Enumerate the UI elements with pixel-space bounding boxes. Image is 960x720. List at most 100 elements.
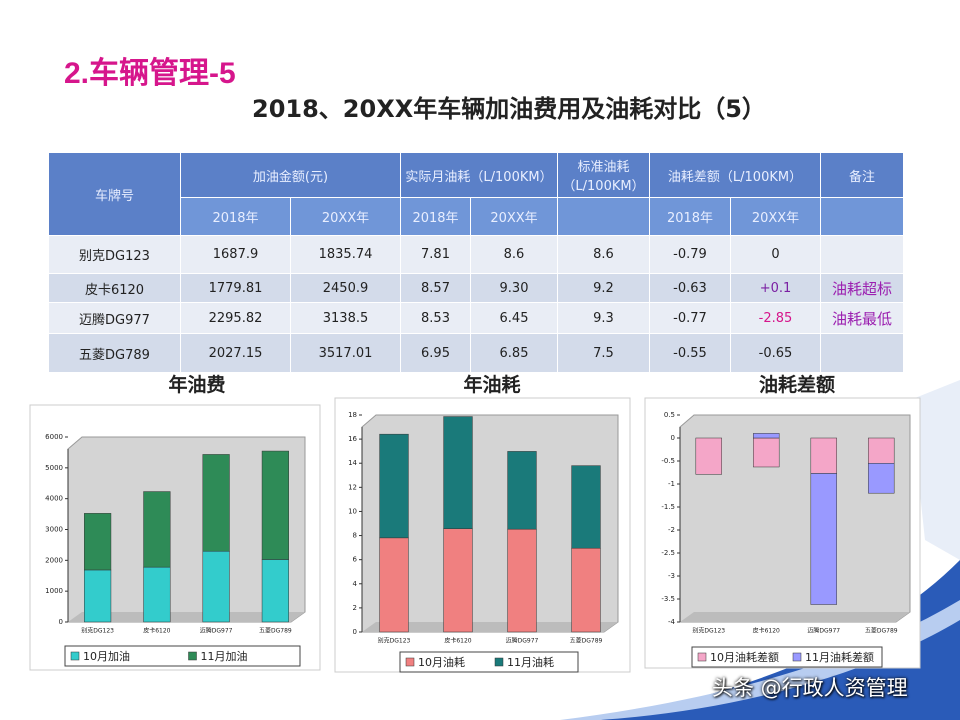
table-cell: 五菱DG789 <box>48 333 181 373</box>
plot-floor <box>362 622 618 632</box>
header-cell: 加油金额(元) <box>180 152 401 198</box>
table-cell: 8.6 <box>470 235 558 274</box>
y-tick-label: 6 <box>353 556 358 564</box>
x-tick-label: 别克DG123 <box>378 637 411 645</box>
table-cell: 8.57 <box>400 273 471 303</box>
y-tick-label: 12 <box>348 483 357 491</box>
table-cell: -0.63 <box>649 273 731 303</box>
bar-segment <box>753 433 780 439</box>
y-tick-label: 0 <box>671 434 675 442</box>
bar-segment <box>443 416 473 529</box>
x-tick-label: 迈腾DG977 <box>807 627 840 635</box>
table-cell: 2027.15 <box>180 333 291 373</box>
header-cell: 车牌号 <box>48 152 181 236</box>
bar-segment <box>443 528 473 633</box>
legend-swatch <box>188 651 197 661</box>
y-tick-label: -1.5 <box>661 503 675 511</box>
bar-segment <box>810 473 837 605</box>
legend-box <box>64 645 301 667</box>
legend-label: 11月油耗 <box>507 655 554 669</box>
y-tick-label: 16 <box>348 435 357 443</box>
bar-segment <box>810 437 837 474</box>
y-tick-label: 5000 <box>45 464 63 472</box>
y-tick-label: 4 <box>353 580 358 588</box>
y-tick-label: 3000 <box>45 526 63 534</box>
table-cell: 3138.5 <box>290 302 401 334</box>
table-cell: 8.53 <box>400 302 471 334</box>
bar-segment <box>379 433 409 539</box>
plot-floor <box>68 612 305 622</box>
y-tick-label: -0.5 <box>661 457 675 465</box>
x-tick-label: 别克DG123 <box>692 627 725 635</box>
legend-label: 10月油耗 <box>418 655 465 669</box>
bar-segment <box>507 451 537 530</box>
table-cell: -0.79 <box>649 235 731 274</box>
legend-swatch <box>792 652 802 662</box>
subheader-cell: 2018年 <box>180 197 291 236</box>
y-tick-label: 18 <box>348 411 357 419</box>
table-cell: 油耗超标 <box>820 273 904 303</box>
table: 车牌号 加油金额(元) 实际月油耗（L/100KM） 标准油耗（L/100KM）… <box>48 152 904 373</box>
x-tick-label: 皮卡6120 <box>753 627 780 635</box>
y-tick-label: -1 <box>668 480 675 488</box>
chart-title: 年油耗 <box>463 373 520 396</box>
watermark: 头条 @行政人资管理 <box>712 676 908 700</box>
slide-title: 2.车辆管理-5 <box>64 57 236 90</box>
bar-segment <box>84 569 112 623</box>
table-cell: 8.6 <box>557 235 650 274</box>
legend-label: 10月油耗差额 <box>710 650 779 664</box>
table-cell: 别克DG123 <box>48 235 181 274</box>
y-tick-label: 0 <box>353 628 357 636</box>
table-cell <box>820 333 904 373</box>
table-row: 迈腾DG977 2295.82 3138.5 8.53 6.45 9.3 -0.77 -2.8… <box>48 302 904 334</box>
y-tick-label: 2 <box>353 604 357 612</box>
table-row: 五菱DG789 2027.15 3517.01 6.95 6.85 7.5 -0.55 -0.… <box>48 333 904 373</box>
header-cell: 备注 <box>820 152 904 198</box>
y-tick-label: 0 <box>59 618 63 626</box>
table-cell: -0.77 <box>649 302 731 334</box>
y-tick-label: 6000 <box>45 433 63 441</box>
x-tick-label: 别克DG123 <box>81 627 114 635</box>
table-cell: 1779.81 <box>180 273 291 303</box>
table-cell: 0 <box>730 235 821 274</box>
table-cell: -0.55 <box>649 333 731 373</box>
bar-segment <box>379 537 409 633</box>
legend-box <box>691 646 883 668</box>
header-cell: 油耗差额（L/100KM） <box>649 152 821 198</box>
x-tick-label: 皮卡6120 <box>444 637 471 645</box>
bar-segment <box>571 465 601 549</box>
y-tick-label: 4000 <box>45 495 63 503</box>
subheader-cell: 2018年 <box>649 197 731 236</box>
y-tick-label: 14 <box>348 459 357 467</box>
y-tick-label: 8 <box>353 532 357 540</box>
table-cell: 6.45 <box>470 302 558 334</box>
x-tick-label: 五菱DG789 <box>259 627 292 635</box>
y-tick-label: -4 <box>668 618 676 626</box>
bar-segment <box>143 491 171 568</box>
legend-swatch <box>405 657 415 667</box>
y-tick-label: -2.5 <box>661 549 675 557</box>
bar-segment <box>571 547 601 633</box>
y-tick-label: -2 <box>668 526 675 534</box>
wave <box>910 380 960 560</box>
table-cell: 3517.01 <box>290 333 401 373</box>
bar-segment <box>695 437 722 475</box>
table-cell: 7.5 <box>557 333 650 373</box>
bar-segment <box>868 463 895 494</box>
bar-segment <box>507 528 537 633</box>
plot-floor <box>680 612 910 622</box>
legend-label: 11月油耗差额 <box>805 650 874 664</box>
bar-segment <box>261 450 289 560</box>
x-tick-label: 迈腾DG977 <box>506 637 539 645</box>
legend-swatch <box>494 657 504 667</box>
legend-label: 11月加油 <box>201 649 248 663</box>
slide-subtitle: 2018、20XX年车辆加油费用及油耗对比（5） <box>252 95 766 123</box>
wave <box>600 560 960 720</box>
bar-segment <box>143 566 171 623</box>
legend-box <box>399 651 579 673</box>
x-tick-label: 迈腾DG977 <box>200 627 233 635</box>
y-tick-label: -3 <box>668 572 675 580</box>
wave <box>560 600 960 720</box>
